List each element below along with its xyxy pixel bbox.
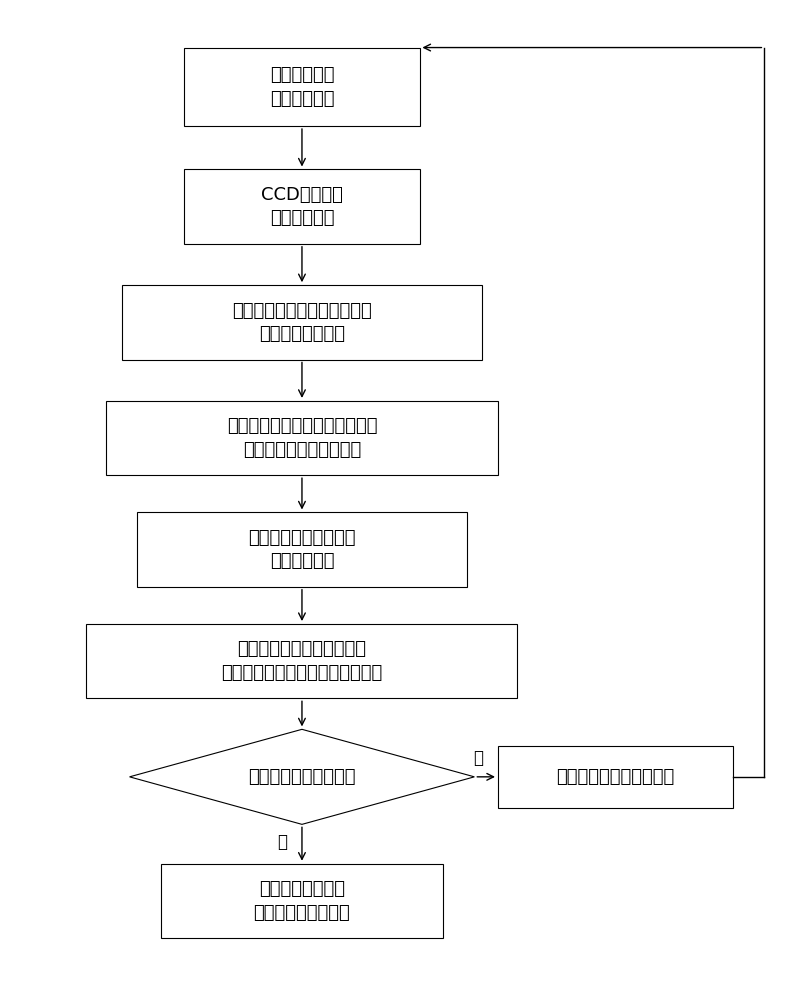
Text: 获取该层表面缺陷检测信息
并与实验要求的缺陷检测信息比较: 获取该层表面缺陷检测信息 并与实验要求的缺陷检测信息比较: [221, 640, 383, 682]
Text: 重复激光选区燕化
完成零件的增材制造: 重复激光选区燕化 完成零件的增材制造: [253, 880, 350, 922]
Text: 自动调整、优化工艺参数: 自动调整、优化工艺参数: [556, 768, 675, 786]
Text: 是: 是: [277, 833, 287, 851]
Text: 对采集到的图像进行滤波降噪
边缘强化等预处理: 对采集到的图像进行滤波降噪 边缘强化等预处理: [232, 302, 371, 343]
Polygon shape: [130, 729, 474, 824]
FancyBboxPatch shape: [185, 48, 420, 126]
Text: 激光选区燕化
一层金属粉末: 激光选区燕化 一层金属粉末: [270, 66, 334, 108]
Text: CCD相机采集
该层表面图像: CCD相机采集 该层表面图像: [261, 186, 343, 227]
Text: 否: 否: [474, 749, 483, 767]
FancyBboxPatch shape: [86, 624, 517, 698]
Text: 神经网络识别缺陷特征
判断缺陷类型: 神经网络识别缺陷特征 判断缺陷类型: [248, 529, 356, 570]
Text: 对预处理后的图像进行阈値分割
获取表面不同缺陷的特征: 对预处理后的图像进行阈値分割 获取表面不同缺陷的特征: [227, 417, 377, 459]
FancyBboxPatch shape: [498, 746, 733, 808]
Text: 比较结果是否符合要求: 比较结果是否符合要求: [248, 768, 356, 786]
FancyBboxPatch shape: [185, 169, 420, 244]
FancyBboxPatch shape: [122, 285, 482, 360]
FancyBboxPatch shape: [106, 401, 498, 475]
FancyBboxPatch shape: [161, 864, 443, 938]
FancyBboxPatch shape: [137, 512, 466, 587]
